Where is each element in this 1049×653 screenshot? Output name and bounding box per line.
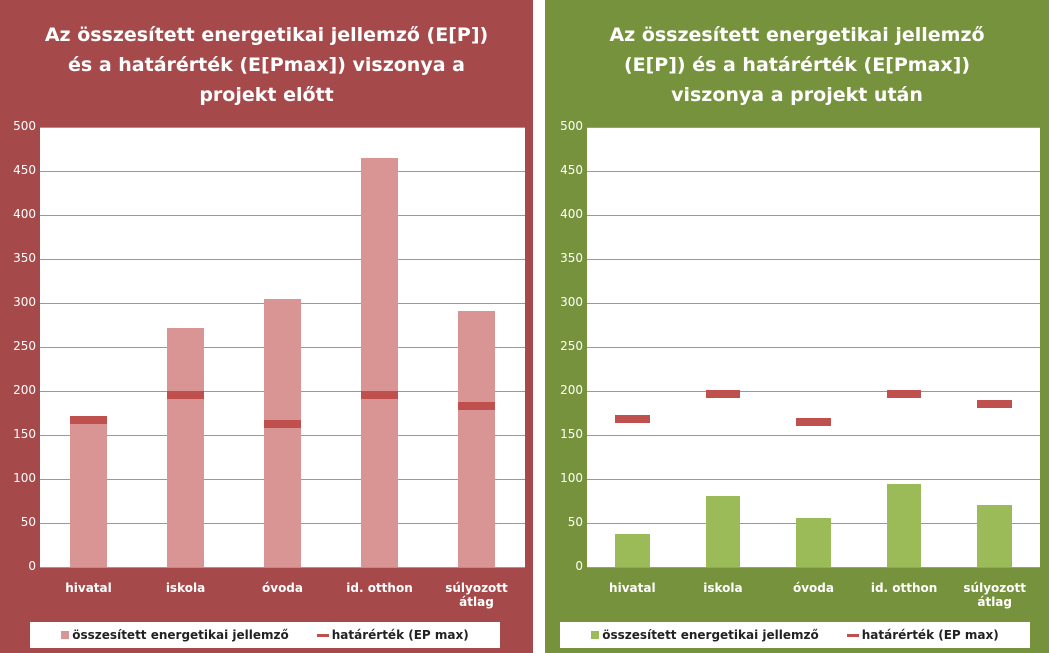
y-tick-label: 300 (560, 295, 583, 309)
y-tick-label: 450 (13, 163, 36, 177)
chart-panel: Az összesített energetikai jellemző (E[P… (545, 0, 1049, 653)
bar (264, 299, 301, 567)
bar (167, 327, 204, 567)
x-tick-label: iskola (165, 581, 206, 595)
grid-line (587, 435, 1040, 436)
y-tick-label: 0 (28, 559, 36, 573)
legend-swatch (846, 633, 859, 637)
x-tick-label: hivatal (65, 581, 112, 595)
x-tick-label: óvoda (792, 581, 834, 595)
x-tick-label: iskola (703, 581, 743, 595)
legend: összesített energetikai jellemző határért… (560, 622, 1030, 648)
chart-panel: Az összesített energetikai jellemző (E[P… (0, 0, 533, 653)
y-tick-label: 150 (560, 427, 583, 441)
x-tick-label: id. otthon (870, 581, 938, 595)
chart-title: Az összesített energetikai jellemző (E[P… (609, 24, 985, 106)
y-tick-label: 350 (13, 251, 36, 265)
legend-swatch (591, 631, 600, 639)
grid-line (587, 347, 1040, 348)
bar (361, 157, 398, 567)
grid-line (587, 567, 1040, 568)
limit-marker (361, 391, 398, 400)
limit-marker (705, 389, 741, 398)
y-tick-label: 50 (20, 515, 36, 529)
limit-marker (167, 391, 204, 400)
x-tick-label: óvoda (262, 581, 303, 595)
limit-marker (264, 419, 301, 428)
plot-area (40, 127, 525, 568)
plot-area (587, 127, 1040, 568)
x-tick-label: súlyozott átlag (963, 581, 1026, 609)
y-tick-label: 450 (560, 163, 583, 177)
limit-marker (70, 416, 107, 425)
grid-line (587, 127, 1040, 128)
bar (705, 495, 741, 567)
legend-label: összesített energetikai jellemző (602, 628, 819, 642)
grid-line (40, 259, 525, 260)
legend-label: határérték (EP max) (861, 628, 999, 642)
y-tick-label: 500 (13, 119, 36, 133)
y-tick-label: 400 (13, 207, 36, 221)
grid-line (587, 391, 1040, 392)
grid-line (40, 567, 525, 568)
y-tick-label: 300 (13, 295, 36, 309)
bar (977, 504, 1012, 567)
legend-item: összesített energetikai jellemző (591, 628, 819, 642)
legend-swatch (61, 631, 70, 639)
y-tick-label: 100 (560, 471, 583, 485)
y-tick-label: 500 (560, 119, 583, 133)
bar (886, 484, 922, 567)
bar (615, 533, 650, 567)
y-tick-label: 200 (560, 383, 583, 397)
grid-line (40, 171, 525, 172)
y-tick-label: 400 (560, 207, 583, 221)
bar (70, 421, 107, 567)
grid-line (40, 215, 525, 216)
limit-marker (458, 401, 495, 410)
bar (458, 310, 495, 567)
limit-marker (615, 415, 650, 424)
x-tick-label: súlyozott átlag (445, 581, 508, 609)
legend-label: határérték (EP max) (331, 628, 469, 642)
legend-item: határérték (EP max) (316, 628, 469, 642)
y-tick-label: 150 (13, 427, 36, 441)
grid-line (40, 127, 525, 128)
x-tick-label: hivatal (609, 581, 656, 595)
grid-line (587, 479, 1040, 480)
legend-item: határérték (EP max) (846, 628, 999, 642)
legend: összesített energetikai jellemző határért… (30, 622, 500, 648)
grid-line (587, 215, 1040, 216)
grid-line (587, 259, 1040, 260)
y-tick-label: 100 (13, 471, 36, 485)
grid-line (587, 171, 1040, 172)
legend-item: összesített energetikai jellemző (61, 628, 289, 642)
y-tick-label: 50 (567, 515, 583, 529)
x-tick-label: id. otthon (346, 581, 413, 595)
limit-marker (796, 417, 831, 426)
limit-marker (977, 400, 1012, 409)
y-tick-label: 0 (575, 559, 583, 573)
legend-swatch (316, 633, 329, 637)
y-tick-label: 350 (560, 251, 583, 265)
y-tick-label: 250 (13, 339, 36, 353)
bar (796, 517, 831, 567)
grid-line (587, 303, 1040, 304)
limit-marker (886, 389, 922, 398)
chart-title: Az összesített energetikai jellemző (E[P… (44, 24, 489, 106)
y-tick-label: 250 (560, 339, 583, 353)
legend-label: összesített energetikai jellemző (72, 628, 289, 642)
y-tick-label: 200 (13, 383, 36, 397)
